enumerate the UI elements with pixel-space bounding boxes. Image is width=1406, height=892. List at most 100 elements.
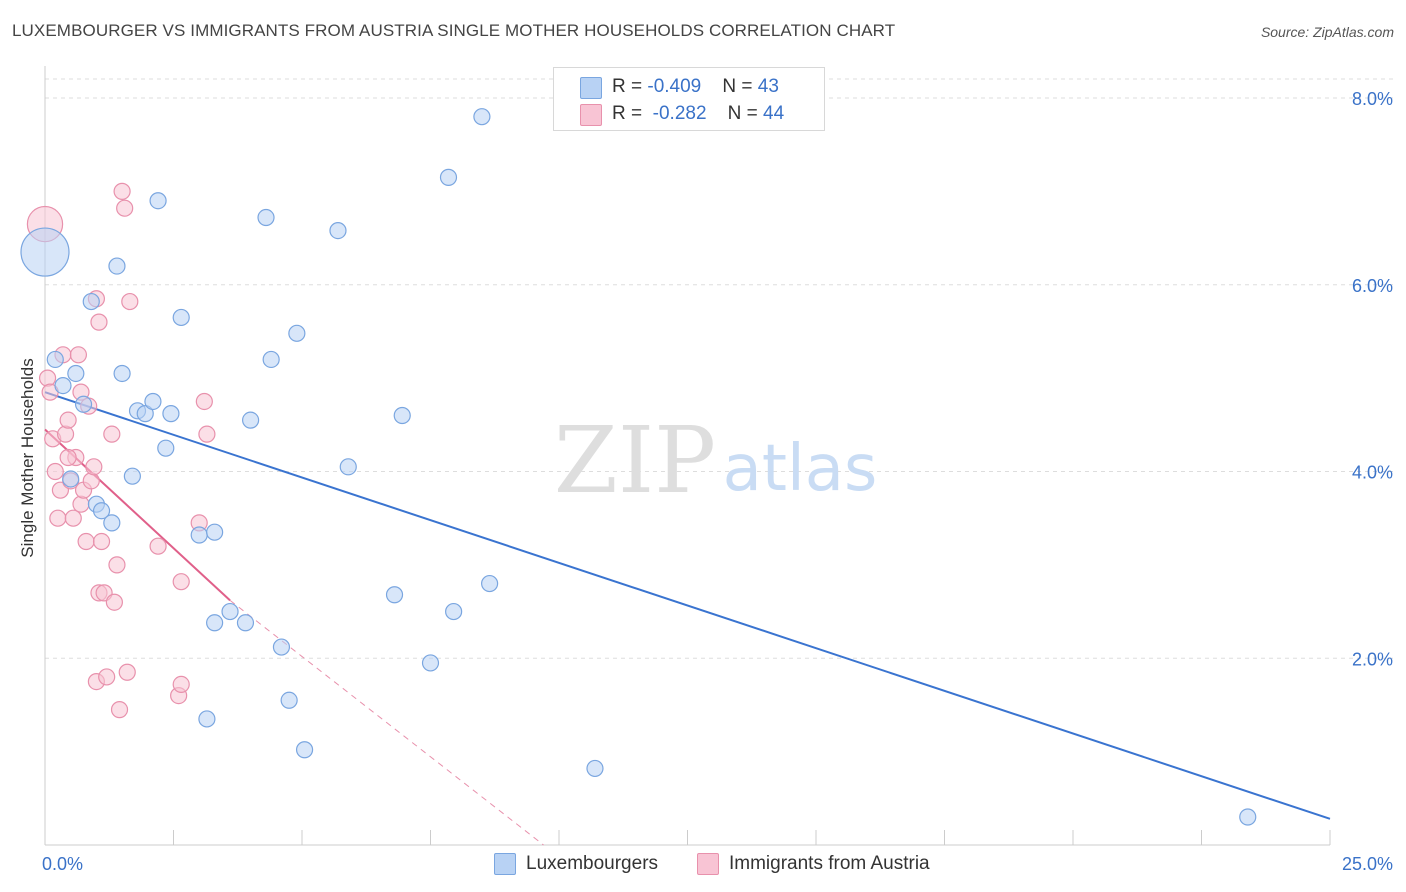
austria-point	[64, 509, 82, 527]
luxembourger-point	[113, 364, 131, 383]
tick-labels: 2.0% 4.0% 6.0% 8.0% 0.0% 25.0%	[42, 89, 1393, 874]
luxembourger-point	[92, 502, 111, 520]
luxembourger-point	[242, 411, 260, 429]
chart-title: LUXEMBOURGER VS IMMIGRANTS FROM AUSTRIA …	[12, 21, 896, 40]
y-tick-label-8: 8.0%	[1352, 89, 1393, 109]
luxembourger-point	[149, 192, 167, 210]
luxembourger-trend-line	[44, 391, 1331, 820]
austria-point	[82, 472, 100, 490]
axes	[44, 66, 1331, 846]
austria-point	[195, 392, 213, 411]
legend-r-value: -0.282	[647, 103, 707, 124]
austria-point	[59, 448, 77, 467]
luxembourger-point	[393, 406, 411, 425]
legend-n-label: N =	[722, 76, 758, 97]
y-tick-label-2: 2.0%	[1352, 649, 1393, 669]
y-tick-label-4: 4.0%	[1352, 463, 1393, 483]
austria-trend-extension	[229, 599, 544, 846]
legend-item-austria[interactable]: Immigrants from Austria	[697, 852, 930, 876]
watermark: ZIP atlas	[554, 407, 877, 514]
legend-label-austria: Immigrants from Austria	[729, 853, 930, 874]
luxembourger-point	[481, 574, 499, 593]
austria-point	[113, 182, 131, 200]
luxembourger-point	[108, 257, 126, 275]
luxembourger-point	[162, 405, 180, 423]
luxembourger-point	[288, 324, 306, 342]
luxembourger-point	[62, 470, 80, 488]
watermark-atlas: atlas	[723, 432, 878, 506]
austria-point	[69, 346, 88, 364]
luxembourger-point	[421, 654, 440, 672]
austria-point	[110, 701, 129, 719]
legend-item-luxembourgers[interactable]: Luxembourgers	[494, 852, 658, 876]
watermark-zip: ZIP	[554, 407, 716, 514]
y-axis-label: Single Mother Households	[18, 358, 37, 558]
luxembourger-point	[123, 467, 141, 485]
luxembourger-point	[295, 741, 314, 759]
luxembourger-point	[206, 614, 224, 632]
luxembourger-point	[46, 350, 64, 369]
austria-point	[56, 425, 75, 443]
luxembourger-point	[385, 586, 404, 604]
austria-point	[49, 509, 67, 527]
luxembourger-point	[103, 514, 121, 532]
austria-point	[85, 458, 103, 476]
luxembourger-point	[67, 364, 85, 383]
legend-n-label: N =	[727, 103, 764, 124]
luxembourger-point	[257, 208, 275, 227]
luxembourger-point	[54, 377, 72, 395]
austria-point	[103, 425, 121, 443]
austria-point	[121, 292, 139, 311]
austria-point	[46, 462, 64, 481]
luxembourger-point	[198, 710, 216, 728]
austria-point	[92, 532, 111, 551]
legend-swatch-austria	[580, 104, 602, 126]
austria-point	[90, 313, 108, 331]
luxembourger-point	[272, 638, 291, 656]
austria-point	[72, 495, 90, 513]
luxembourger-point	[221, 602, 239, 621]
grid-lines	[45, 78, 1395, 659]
legend-r-value: -0.409	[647, 76, 702, 97]
austria-point	[172, 675, 190, 693]
luxembourger-point	[329, 222, 347, 240]
luxembourger-point	[157, 439, 175, 457]
legend-swatch-luxembourgers	[494, 853, 516, 875]
luxembourger-point	[206, 523, 224, 541]
y-tick-label-6: 6.0%	[1352, 276, 1393, 296]
austria-point	[198, 425, 216, 443]
x-max-label: 25.0%	[1342, 854, 1393, 874]
luxembourger-point	[280, 691, 298, 709]
luxembourger-point	[445, 602, 463, 621]
austria-point	[105, 593, 123, 611]
luxembourger-point	[1239, 808, 1257, 826]
austria-point	[77, 532, 95, 551]
x-min-label: 0.0%	[42, 854, 83, 874]
legend-n-value: 43	[757, 76, 779, 97]
source-label: Source: ZipAtlas.com	[1260, 24, 1394, 40]
luxembourger-point	[190, 526, 208, 544]
legend-n-value: 44	[763, 103, 785, 124]
austria-point	[108, 556, 126, 574]
legend-label-luxembourgers: Luxembourgers	[526, 853, 659, 874]
luxembourger-point	[82, 292, 100, 311]
legend-r-label: R =	[612, 103, 648, 124]
austria-point	[172, 573, 190, 591]
luxembourger-point	[473, 108, 491, 126]
legend-swatch-luxembourgers	[580, 77, 602, 99]
luxembourger-point	[586, 759, 604, 778]
legend-swatch-austria	[697, 853, 719, 875]
luxembourger-point	[339, 458, 357, 476]
luxembourger-point	[144, 392, 162, 411]
scatter-points	[20, 108, 1257, 826]
austria-point	[118, 663, 136, 681]
luxembourger-point	[136, 405, 154, 423]
luxembourger-point	[172, 308, 190, 327]
austria-point	[98, 668, 116, 686]
luxembourger-point	[262, 350, 280, 369]
austria-point	[59, 411, 77, 429]
stats-legend: R = -0.409 N = 43 R = -0.282 N = 44	[553, 67, 825, 131]
luxembourger-point	[236, 614, 255, 632]
luxembourger-point	[439, 168, 458, 186]
